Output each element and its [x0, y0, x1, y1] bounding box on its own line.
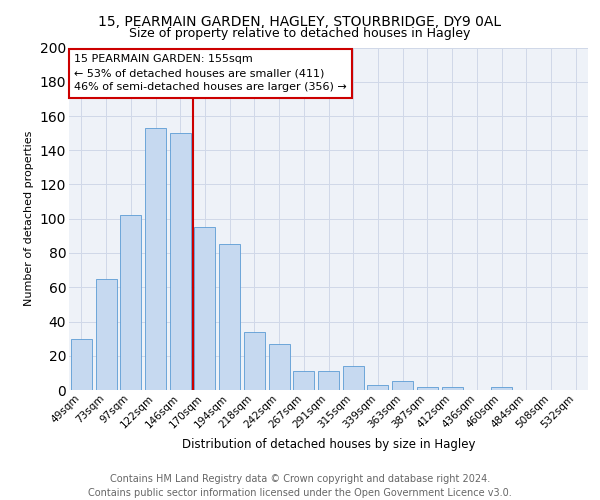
- Text: Contains HM Land Registry data © Crown copyright and database right 2024.
Contai: Contains HM Land Registry data © Crown c…: [88, 474, 512, 498]
- Bar: [145, 128, 166, 390]
- Bar: [170, 133, 191, 390]
- Bar: [318, 371, 339, 390]
- Bar: [194, 228, 215, 390]
- X-axis label: Distribution of detached houses by size in Hagley: Distribution of detached houses by size …: [182, 438, 475, 451]
- Bar: [392, 382, 413, 390]
- Bar: [293, 371, 314, 390]
- Bar: [120, 216, 141, 390]
- Bar: [219, 244, 240, 390]
- Bar: [367, 385, 388, 390]
- Y-axis label: Number of detached properties: Number of detached properties: [24, 131, 34, 306]
- Bar: [244, 332, 265, 390]
- Bar: [442, 386, 463, 390]
- Bar: [269, 344, 290, 390]
- Text: Size of property relative to detached houses in Hagley: Size of property relative to detached ho…: [130, 28, 470, 40]
- Bar: [343, 366, 364, 390]
- Text: 15 PEARMAIN GARDEN: 155sqm
← 53% of detached houses are smaller (411)
46% of sem: 15 PEARMAIN GARDEN: 155sqm ← 53% of deta…: [74, 54, 347, 92]
- Bar: [95, 278, 116, 390]
- Bar: [417, 386, 438, 390]
- Bar: [71, 338, 92, 390]
- Bar: [491, 386, 512, 390]
- Text: 15, PEARMAIN GARDEN, HAGLEY, STOURBRIDGE, DY9 0AL: 15, PEARMAIN GARDEN, HAGLEY, STOURBRIDGE…: [98, 15, 502, 29]
